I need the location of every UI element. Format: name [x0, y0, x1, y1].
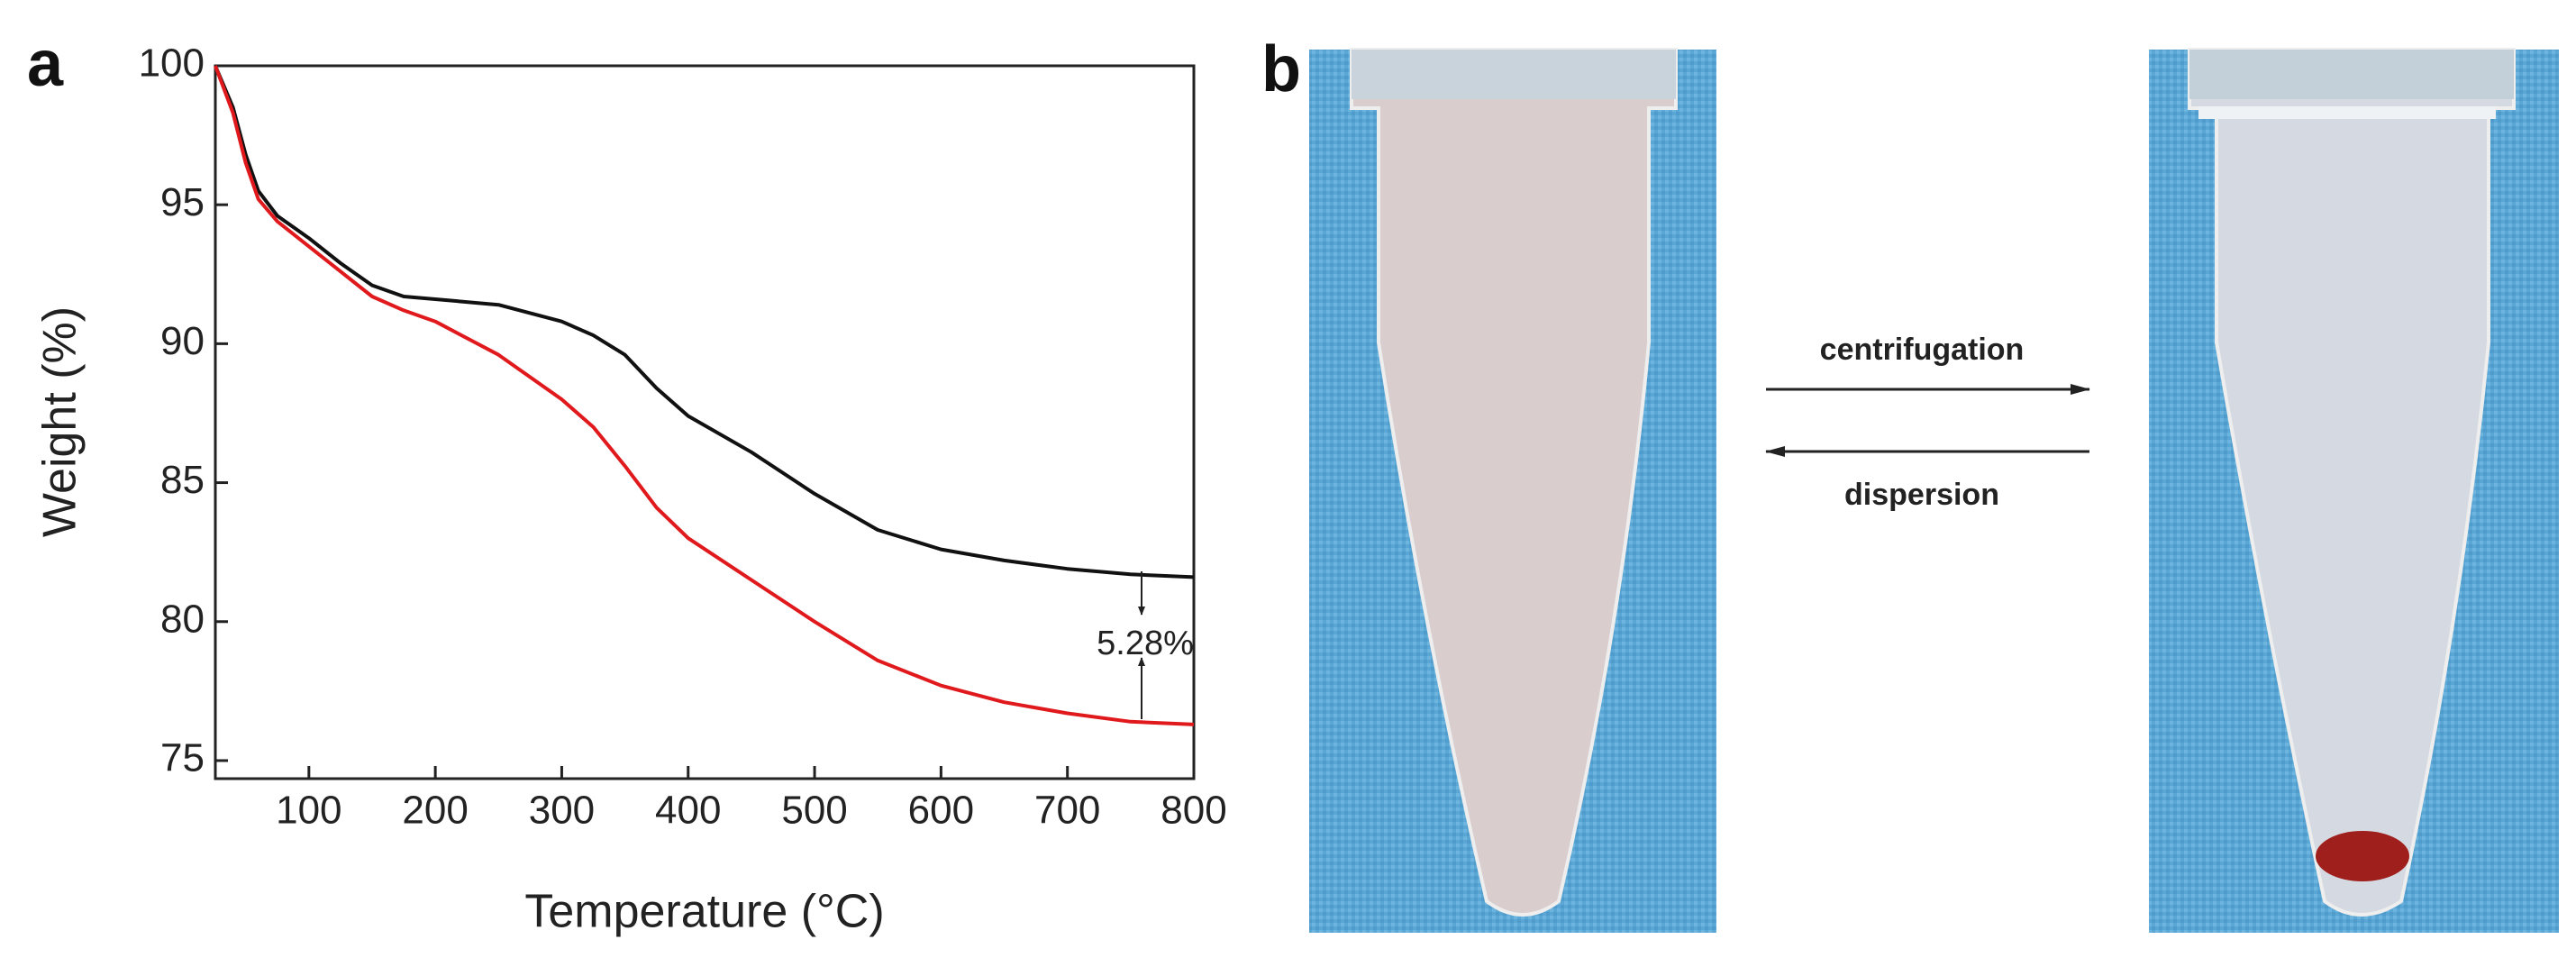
- photo-before: [1309, 48, 1716, 933]
- x-axis-title: Temperature (°C): [524, 886, 884, 938]
- y-tick-label: 90: [160, 319, 205, 363]
- plot-frame: [214, 64, 1196, 780]
- data-line: [214, 65, 1195, 726]
- x-tick-label: 300: [529, 789, 595, 833]
- x-tick-label: 100: [276, 789, 341, 833]
- x-tick-label: 700: [1034, 789, 1100, 833]
- y-tick-label: 100: [139, 41, 205, 86]
- arrow-label: centrifugation: [1820, 333, 2025, 367]
- y-axis-title: Weight (%): [34, 306, 86, 537]
- y-tick-label: 80: [160, 597, 205, 641]
- data-line: [214, 65, 1195, 579]
- y-tick-label: 95: [160, 180, 205, 224]
- x-tick-label: 400: [655, 789, 721, 833]
- y-tick-label: 85: [160, 458, 205, 502]
- arrow-label: dispersion: [1844, 478, 1999, 512]
- y-tick-label: 75: [160, 736, 205, 780]
- x-tick-label: 800: [1161, 789, 1226, 833]
- pellet: [2316, 831, 2409, 881]
- panel-label: b: [1261, 33, 1301, 105]
- x-tick-label: 600: [908, 789, 974, 833]
- panel-label: a: [27, 28, 64, 100]
- annotation: 5.28%: [1097, 625, 1194, 662]
- x-tick-label: 500: [781, 789, 847, 833]
- photo-after: [2149, 48, 2559, 933]
- x-tick-label: 200: [402, 789, 468, 833]
